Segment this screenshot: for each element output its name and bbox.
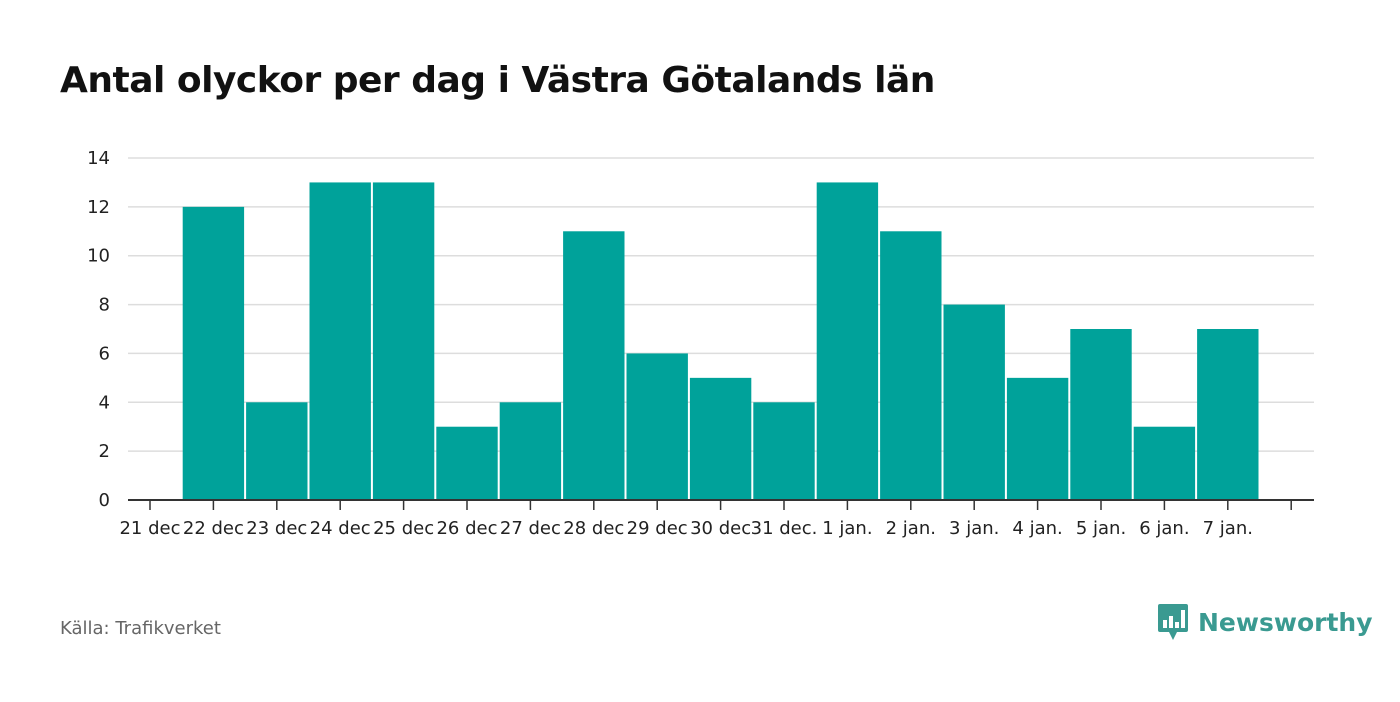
bar [626, 353, 688, 500]
x-tick-label: 31 dec. [751, 518, 818, 539]
bar [689, 377, 752, 500]
brand-name: Newsworthy [1198, 607, 1373, 637]
source-note: Källa: Trafikverket [60, 618, 221, 639]
x-tick-label: 21 dec [119, 518, 180, 539]
x-tick-label: 26 dec [436, 518, 497, 539]
bar [309, 182, 371, 500]
x-tick-label: 29 dec [627, 518, 688, 539]
x-tick-label: 22 dec [183, 518, 244, 539]
x-tick-label: 2 jan. [886, 518, 936, 539]
x-tick-label: 1 jan. [822, 518, 872, 539]
y-tick-label: 8 [99, 295, 110, 316]
bar [436, 426, 498, 500]
x-tick-label: 25 dec [373, 518, 434, 539]
bar [499, 402, 562, 500]
newsworthy-logo-icon [1158, 604, 1188, 640]
bar [880, 231, 942, 501]
brand-logo: Newsworthy [1158, 604, 1373, 640]
bar [182, 206, 245, 500]
x-axis [128, 499, 1314, 510]
bar [943, 304, 1005, 500]
bar [1133, 426, 1196, 500]
x-tick-label: 7 jan. [1203, 518, 1253, 539]
x-tick-label: 23 dec [246, 518, 307, 539]
y-tick-label: 10 [87, 246, 110, 267]
bar [563, 231, 625, 501]
x-tick-label: 6 jan. [1139, 518, 1189, 539]
x-tick-label: 28 dec [563, 518, 624, 539]
x-tick-label: 27 dec [500, 518, 561, 539]
y-tick-label: 2 [99, 441, 110, 462]
x-tick-label: 5 jan. [1076, 518, 1126, 539]
y-tick-label: 4 [99, 392, 110, 413]
x-tick-labels: 21 dec 22 dec 23 dec 24 dec 25 dec 26 dec 27 d… [119, 518, 1252, 539]
bars [182, 182, 1259, 501]
bar [372, 182, 435, 500]
x-tick-label: 3 jan. [949, 518, 999, 539]
y-tick-labels: 0 2 4 6 8 10 12 14 [87, 148, 110, 511]
y-tick-label: 12 [87, 197, 110, 218]
y-tick-label: 14 [87, 148, 110, 169]
bar [1070, 329, 1132, 500]
bar [753, 402, 815, 500]
y-tick-label: 6 [99, 343, 110, 364]
bar [1006, 377, 1069, 500]
bar [1197, 329, 1259, 500]
chart-title: Antal olyckor per dag i Västra Götalands… [60, 60, 935, 101]
x-tick-label: 4 jan. [1012, 518, 1062, 539]
x-tick-label: 24 dec [310, 518, 371, 539]
bar [816, 182, 879, 500]
x-tick-label: 30 dec [690, 518, 751, 539]
y-tick-label: 0 [99, 490, 110, 511]
bar [246, 402, 308, 500]
